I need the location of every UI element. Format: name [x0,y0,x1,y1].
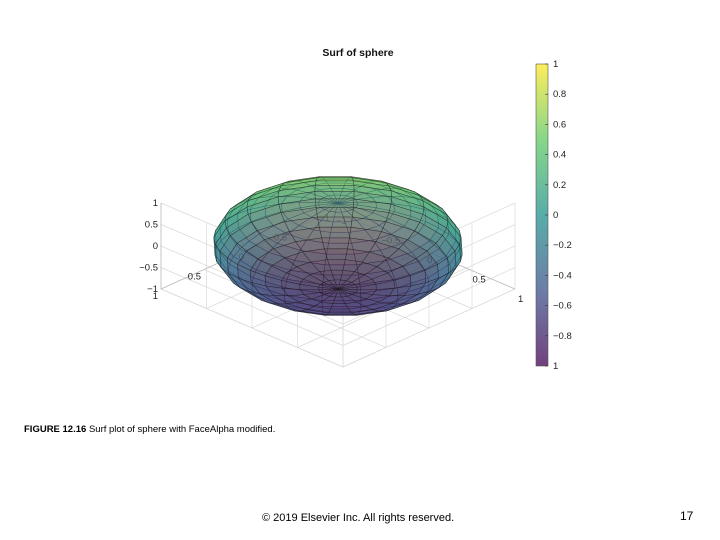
sphere-face [319,226,352,239]
z-tick-label: 0 [153,241,158,252]
sphere-face [326,312,355,316]
colorbar-tick-label: 0.2 [553,180,566,191]
colorbar-tick-label: 1 [553,361,558,372]
sphere-face [328,308,352,314]
colorbar-tick-label: −0.2 [553,240,572,251]
colorbar-tick-label: −0.6 [553,301,572,312]
sphere-face [314,185,355,192]
z-tick-label: 1 [153,198,158,209]
z-tick-label: −1 [147,284,158,295]
page-number: 17 [680,509,694,523]
sphere-surface-chart: Surf of sphere −1−1−1−0.5−0.5−0.50000.50… [139,47,572,372]
colorbar-tick-label: 1 [553,59,558,70]
figure-label: FIGURE 12.16 [24,424,87,435]
colorbar-tick-label: −0.8 [553,331,572,342]
sphere-surface [213,176,463,316]
sphere-face [314,191,355,200]
x-tick-label: 1 [518,294,523,305]
figure-caption-text: Surf plot of sphere with FaceAlpha modif… [88,424,276,435]
colorbar-tick-label: 0.4 [553,150,566,161]
sphere-face [315,207,354,218]
sphere-face [315,177,354,182]
z-tick-label: −0.5 [139,263,158,274]
y-tick-label: 1 [153,291,158,302]
colorbar: 1 0.8 0.6 0.4 0.2 0 −0.2 −0.4 −0.6 −0.8 1 [535,59,572,372]
colorbar-tick-label: 0 [553,210,558,221]
figure-caption: FIGURE 12.16 Surf plot of sphere with Fa… [24,424,275,435]
y-tick-label: 0.5 [188,272,201,283]
x-tick-label: 0.5 [473,275,486,286]
chart-title: Surf of sphere [322,47,393,59]
sphere-face [314,198,355,208]
colorbar-tick-label: 0.8 [553,89,566,100]
floor-grid-line [342,288,516,368]
sphere-face [324,248,348,260]
colorbar-tick-label: −0.4 [553,270,572,281]
colorbar-tick-label: 0.6 [553,119,566,130]
floor-grid-line [160,288,344,368]
sphere-face [314,180,355,186]
sphere-face [317,216,353,228]
sphere-face [327,259,346,271]
sphere-face [321,237,350,250]
z-tick-label: 0.5 [145,220,158,231]
copyright-notice: © 2019 Elsevier Inc. All rights reserved… [262,512,455,524]
